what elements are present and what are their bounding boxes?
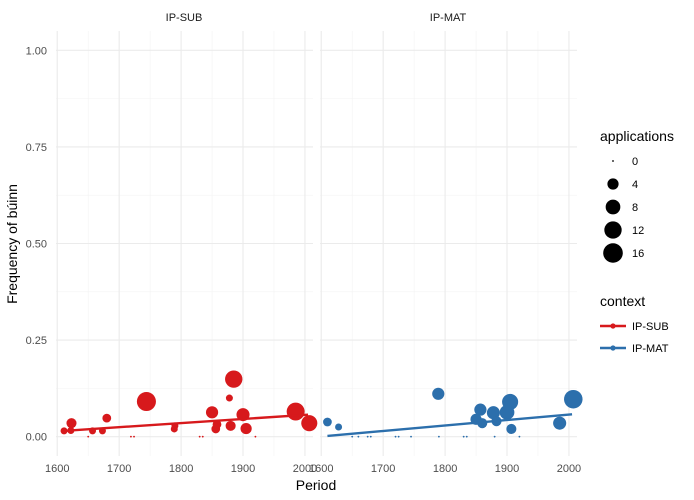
x-tick-label: 1900 [495, 463, 519, 475]
size-legend-label: 12 [632, 225, 644, 237]
data-point [225, 370, 243, 388]
data-point [462, 435, 465, 438]
size-legend-key [607, 178, 619, 190]
size-legend-key [603, 243, 623, 263]
color-legend-label: IP-MAT [632, 343, 669, 355]
data-point [240, 422, 252, 435]
data-point [225, 420, 236, 431]
y-tick-label: 0.00 [26, 432, 47, 444]
data-point [410, 435, 412, 438]
y-axis-ticks: 0.00 0.25 0.50 0.75 1.00 [26, 45, 47, 443]
x-tick-label: 1700 [107, 463, 131, 475]
y-axis-title: Frequency of búinn [4, 184, 20, 304]
size-legend-items: 0 4 8 12 16 [603, 156, 644, 263]
data-point [518, 435, 521, 438]
data-point [493, 435, 496, 438]
trend-line [327, 413, 573, 438]
size-legend-label: 16 [632, 248, 644, 260]
x-tick-label: 1600 [45, 463, 69, 475]
data-point [212, 419, 222, 429]
color-legend-items: IP-SUB IP-MAT [600, 321, 669, 355]
data-point [357, 435, 360, 438]
data-point [351, 435, 354, 438]
size-legend-label: 8 [632, 202, 638, 214]
x-tick-label: 1600 [309, 463, 333, 475]
data-point [499, 405, 515, 420]
data-point [432, 387, 445, 400]
data-point [564, 389, 583, 409]
data-point [335, 423, 343, 431]
x-tick-label: 1700 [371, 463, 395, 475]
strip-label: IP-SUB [166, 12, 203, 24]
y-tick-label: 1.00 [26, 45, 47, 57]
data-point [201, 435, 204, 438]
color-legend-label: IP-SUB [632, 321, 669, 333]
data-point [323, 417, 332, 427]
data-points [323, 387, 583, 438]
x-tick-label: 1800 [433, 463, 457, 475]
x-tick-label: 1800 [169, 463, 193, 475]
color-legend: context IP-SUB IP-MAT [600, 293, 669, 355]
size-legend-key [612, 160, 614, 162]
y-tick-label: 0.50 [26, 239, 47, 251]
color-legend-title: context [600, 293, 645, 309]
x-tick-label: 1900 [231, 463, 255, 475]
data-point [553, 416, 567, 430]
data-point [66, 418, 77, 429]
data-point [394, 435, 397, 438]
size-legend-key [605, 199, 621, 215]
color-legend-point [610, 323, 616, 329]
y-tick-label: 0.75 [26, 142, 47, 154]
x-axis-title: Period [296, 477, 336, 493]
x-tick-label: 2000 [293, 463, 317, 475]
size-legend-label: 4 [632, 179, 638, 191]
data-point [301, 415, 318, 432]
data-point [486, 406, 500, 420]
data-point [397, 435, 400, 438]
panel-ip-mat: IP-MAT [320, 12, 583, 456]
size-legend-key [604, 221, 622, 239]
gridlines [320, 31, 577, 456]
data-points [60, 370, 318, 438]
color-legend-point [610, 345, 616, 351]
data-point [102, 413, 112, 423]
data-point [205, 406, 219, 419]
data-point [130, 435, 132, 438]
data-point [506, 423, 517, 434]
size-legend-label: 0 [632, 156, 638, 168]
panel-ip-sub: IP-SUB [56, 12, 318, 456]
data-point [369, 435, 372, 438]
data-point [366, 435, 369, 438]
data-point [198, 435, 201, 438]
data-point [133, 435, 135, 438]
data-point [438, 435, 440, 438]
data-point [225, 394, 233, 402]
data-point [254, 435, 257, 438]
data-point [136, 391, 156, 412]
data-point [474, 403, 487, 416]
x-tick-label: 2000 [557, 463, 581, 475]
trend-line [63, 413, 309, 433]
data-point [87, 435, 90, 438]
size-legend: applications 0 4 8 12 16 [600, 128, 674, 263]
data-point [465, 435, 468, 438]
data-point [286, 402, 305, 421]
strip-label: IP-MAT [430, 12, 467, 24]
y-tick-label: 0.25 [26, 335, 47, 347]
size-legend-title: applications [600, 128, 674, 144]
gridlines [56, 31, 313, 456]
